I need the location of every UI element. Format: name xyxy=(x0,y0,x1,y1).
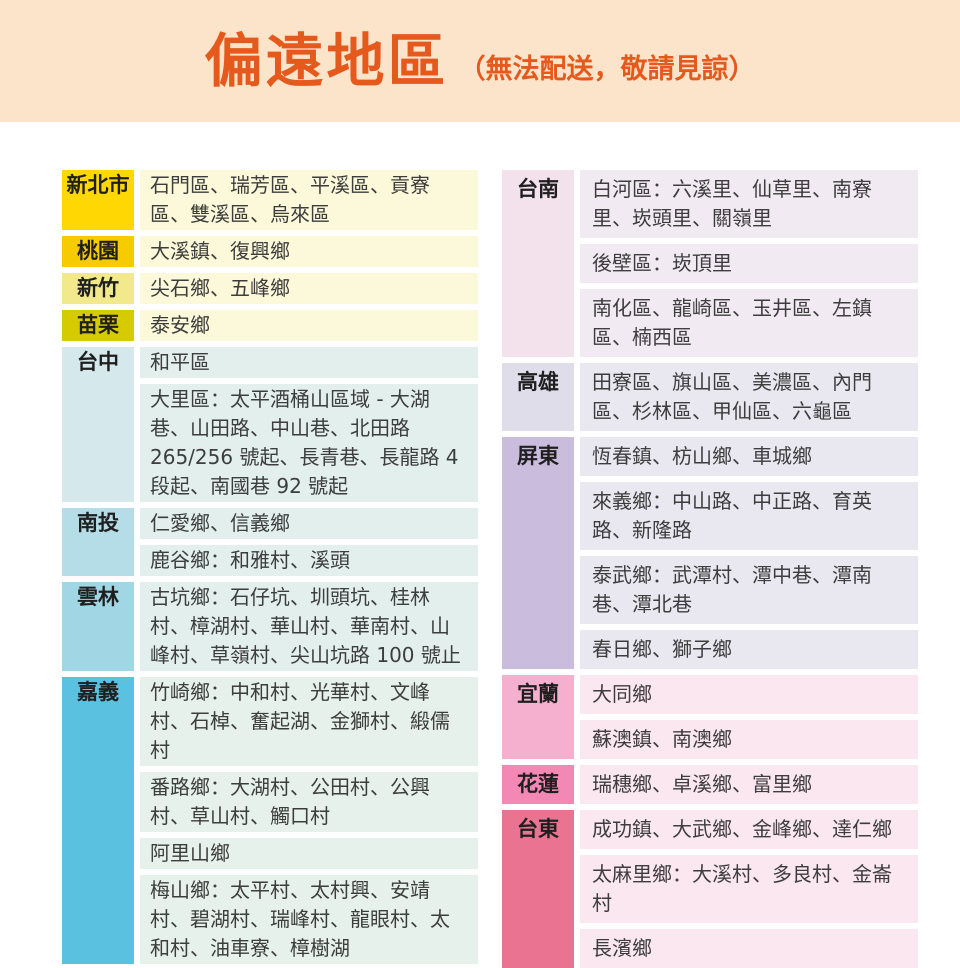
region-row: 新北市 石門區、瑞芳區、平溪區、貢寮區、雙溪區、烏來區 xyxy=(62,170,478,230)
entry-cell: 大溪鎮、復興鄉 xyxy=(140,236,478,267)
region-entries: 石門區、瑞芳區、平溪區、貢寮區、雙溪區、烏來區 xyxy=(140,170,478,230)
entry-cell: 和平區 xyxy=(140,347,478,378)
entry-cell: 尖石鄉、五峰鄉 xyxy=(140,273,478,304)
region-row: 嘉義 竹崎鄉：中和村、光華村、文峰村、石棹、奮起湖、金獅村、緞儒村 番路鄉：大湖村、… xyxy=(62,677,478,964)
region-header-cell: 台東 xyxy=(502,810,574,968)
region-entries: 恆春鎮、枋山鄉、車城鄉來義鄉：中山路、中正路、育英路、新隆路 泰武鄉：武潭村、潭中… xyxy=(580,437,918,669)
entry-cell: 恆春鎮、枋山鄉、車城鄉 xyxy=(580,437,918,476)
region-header-cell: 台南 xyxy=(502,170,574,357)
region-row: 花蓮 瑞穗鄉、卓溪鄉、富里鄉 xyxy=(502,765,918,804)
title-band: 偏遠地區 （無法配送，敬請見諒） xyxy=(0,0,960,122)
region-row: 台南 白河區：六溪里、仙草里、南寮里、崁頭里、關嶺里後壁區：崁頂里南化區、龍崎區、… xyxy=(502,170,918,357)
region-header-cell: 雲林 xyxy=(62,582,134,671)
entry-cell: 石門區、瑞芳區、平溪區、貢寮區、雙溪區、烏來區 xyxy=(140,170,478,230)
region-entries: 泰安鄉 xyxy=(140,310,478,341)
region-entries: 成功鎮、大武鄉、金峰鄉、達仁鄉太麻里鄉：大溪村、多良村、金崙村長濱鄉 xyxy=(580,810,918,968)
region-header-cell: 桃園 xyxy=(62,236,134,267)
region-header-cell: 高雄 xyxy=(502,363,574,431)
entry-cell: 梅山鄉：太平村、太村興、安靖村、碧湖村、瑞峰村、龍眼村、太和村、油車寮、樟樹湖 xyxy=(140,875,478,964)
entry-cell: 蘇澳鎮、南澳鄉 xyxy=(580,720,918,759)
region-entries: 白河區：六溪里、仙草里、南寮里、崁頭里、關嶺里後壁區：崁頂里南化區、龍崎區、玉井… xyxy=(580,170,918,357)
entry-cell: 大里區：太平酒桶山區域 - 大湖巷、山田路、中山巷、北田路 265/256 號起… xyxy=(140,384,478,502)
region-entries: 瑞穗鄉、卓溪鄉、富里鄉 xyxy=(580,765,918,804)
entry-cell: 鹿谷鄉：和雅村、溪頭 xyxy=(140,545,478,576)
entry-cell: 竹崎鄉：中和村、光華村、文峰村、石棹、奮起湖、金獅村、緞儒村 xyxy=(140,677,478,766)
region-row: 高雄 田寮區、旗山區、美濃區、內門區、杉林區、甲仙區、六龜區 xyxy=(502,363,918,431)
region-header-cell: 宜蘭 xyxy=(502,675,574,759)
region-header-cell: 台中 xyxy=(62,347,134,502)
entry-cell: 泰武鄉：武潭村、潭中巷、潭南巷、潭北巷 xyxy=(580,556,918,624)
tables-container: 新北市 石門區、瑞芳區、平溪區、貢寮區、雙溪區、烏來區 桃園 大溪鎮、復興鄉 新竹 尖石鄉… xyxy=(62,170,918,968)
entry-cell: 成功鎮、大武鄉、金峰鄉、達仁鄉 xyxy=(580,810,918,849)
entry-cell: 白河區：六溪里、仙草里、南寮里、崁頭里、關嶺里 xyxy=(580,170,918,238)
region-entries: 古坑鄉：石仔坑、圳頭坑、桂林村、樟湖村、華山村、華南村、山峰村、草嶺村、尖山坑路… xyxy=(140,582,478,671)
entry-cell: 阿里山鄉 xyxy=(140,838,478,869)
region-row: 台東 成功鎮、大武鄉、金峰鄉、達仁鄉太麻里鄉：大溪村、多良村、金崙村長濱鄉 xyxy=(502,810,918,968)
region-row: 屏東 恆春鎮、枋山鄉、車城鄉來義鄉：中山路、中正路、育英路、新隆路 泰武鄉：武潭村、… xyxy=(502,437,918,669)
region-row: 宜蘭 大同鄉蘇澳鎮、南澳鄉 xyxy=(502,675,918,759)
region-entries: 大同鄉蘇澳鎮、南澳鄉 xyxy=(580,675,918,759)
region-entries: 田寮區、旗山區、美濃區、內門區、杉林區、甲仙區、六龜區 xyxy=(580,363,918,431)
region-header-cell: 苗栗 xyxy=(62,310,134,341)
entry-cell: 大同鄉 xyxy=(580,675,918,714)
region-entries: 大溪鎮、復興鄉 xyxy=(140,236,478,267)
region-header-cell: 新北市 xyxy=(62,170,134,230)
region-row: 桃園 大溪鎮、復興鄉 xyxy=(62,236,478,267)
region-row: 台中 和平區大里區：太平酒桶山區域 - 大湖巷、山田路、中山巷、北田路 265/2… xyxy=(62,347,478,502)
entry-cell: 仁愛鄉、信義鄉 xyxy=(140,508,478,539)
entry-cell: 後壁區：崁頂里 xyxy=(580,244,918,283)
region-row: 雲林 古坑鄉：石仔坑、圳頭坑、桂林村、樟湖村、華山村、華南村、山峰村、草嶺村、尖山… xyxy=(62,582,478,671)
region-row: 苗栗 泰安鄉 xyxy=(62,310,478,341)
page-title: 偏遠地區 xyxy=(204,27,449,95)
entry-cell: 春日鄉、獅子鄉 xyxy=(580,630,918,669)
entry-cell: 瑞穗鄉、卓溪鄉、富里鄉 xyxy=(580,765,918,804)
region-entries: 尖石鄉、五峰鄉 xyxy=(140,273,478,304)
table-left: 新北市 石門區、瑞芳區、平溪區、貢寮區、雙溪區、烏來區 桃園 大溪鎮、復興鄉 新竹 尖石鄉… xyxy=(62,170,478,968)
region-header-cell: 南投 xyxy=(62,508,134,576)
region-header-cell: 新竹 xyxy=(62,273,134,304)
region-entries: 竹崎鄉：中和村、光華村、文峰村、石棹、奮起湖、金獅村、緞儒村 番路鄉：大湖村、公田… xyxy=(140,677,478,964)
region-header-cell: 嘉義 xyxy=(62,677,134,964)
table-right: 台南 白河區：六溪里、仙草里、南寮里、崁頭里、關嶺里後壁區：崁頂里南化區、龍崎區、… xyxy=(502,170,918,968)
entry-cell: 來義鄉：中山路、中正路、育英路、新隆路 xyxy=(580,482,918,550)
region-header-cell: 花蓮 xyxy=(502,765,574,804)
region-row: 南投 仁愛鄉、信義鄉 鹿谷鄉：和雅村、溪頭 xyxy=(62,508,478,576)
entry-cell: 長濱鄉 xyxy=(580,929,918,968)
page-subtitle: （無法配送，敬請見諒） xyxy=(458,53,756,85)
entry-cell: 古坑鄉：石仔坑、圳頭坑、桂林村、樟湖村、華山村、華南村、山峰村、草嶺村、尖山坑路… xyxy=(140,582,478,671)
entry-cell: 番路鄉：大湖村、公田村、公興村、草山村、觸口村 xyxy=(140,772,478,832)
region-entries: 仁愛鄉、信義鄉 鹿谷鄉：和雅村、溪頭 xyxy=(140,508,478,576)
region-header-cell: 屏東 xyxy=(502,437,574,669)
entry-cell: 太麻里鄉：大溪村、多良村、金崙村 xyxy=(580,855,918,923)
entry-cell: 泰安鄉 xyxy=(140,310,478,341)
entry-cell: 田寮區、旗山區、美濃區、內門區、杉林區、甲仙區、六龜區 xyxy=(580,363,918,431)
region-entries: 和平區大里區：太平酒桶山區域 - 大湖巷、山田路、中山巷、北田路 265/256… xyxy=(140,347,478,502)
region-row: 新竹 尖石鄉、五峰鄉 xyxy=(62,273,478,304)
entry-cell: 南化區、龍崎區、玉井區、左鎮區、楠西區 xyxy=(580,289,918,357)
